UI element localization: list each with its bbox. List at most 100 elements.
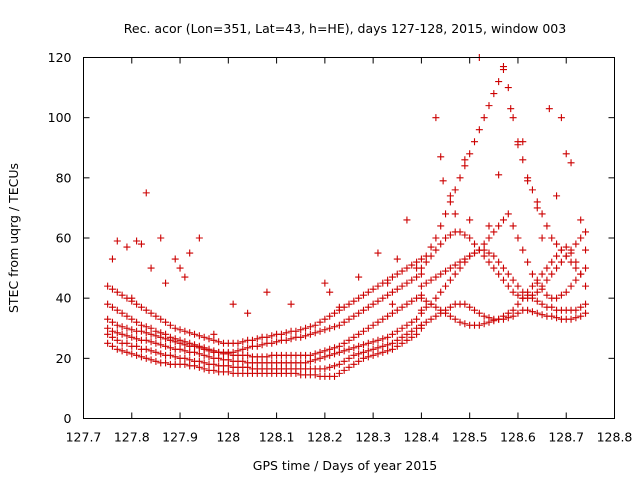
data-point-4-48 xyxy=(335,321,343,329)
x-tick-label: 128 xyxy=(216,430,240,445)
data-point-8-14 xyxy=(485,318,493,326)
data-point-5-9 xyxy=(147,309,155,317)
data-point-4-27 xyxy=(234,347,242,355)
x-tick-label: 127.9 xyxy=(162,430,198,445)
data-point-4-42 xyxy=(306,330,314,338)
data-point-12-51 xyxy=(567,159,575,167)
data-point-12-36 xyxy=(466,216,474,224)
data-point-0-8 xyxy=(142,354,150,362)
data-point-5-44 xyxy=(316,318,324,326)
data-point-11-4 xyxy=(442,210,450,218)
data-point-1-45 xyxy=(321,365,329,373)
data-point-3-47 xyxy=(331,344,339,352)
data-point-7-27 xyxy=(548,303,556,311)
data-point-5-7 xyxy=(137,303,145,311)
data-point-12-48 xyxy=(553,192,561,200)
data-point-10-19 xyxy=(509,288,517,296)
data-point-10-3 xyxy=(432,246,440,254)
data-point-11-25 xyxy=(543,222,551,230)
data-point-3-59 xyxy=(388,309,396,317)
data-point-4-44 xyxy=(316,327,324,335)
data-point-0-3 xyxy=(118,347,126,355)
data-point-2-11 xyxy=(157,341,165,349)
data-point-8-0 xyxy=(417,294,425,302)
data-point-12-15 xyxy=(210,330,218,338)
data-point-4-52 xyxy=(355,309,363,317)
data-point-2-57 xyxy=(379,335,387,343)
data-point-10-26 xyxy=(543,276,551,284)
data-point-2-5 xyxy=(128,333,136,341)
data-point-5-21 xyxy=(205,335,213,343)
data-point-1-62 xyxy=(403,330,411,338)
data-point-12-10 xyxy=(171,255,179,263)
data-point-1-22 xyxy=(210,360,218,368)
data-point-5-31 xyxy=(253,335,261,343)
data-point-5-59 xyxy=(388,273,396,281)
data-point-4-10 xyxy=(152,327,160,335)
data-point-1-51 xyxy=(350,351,358,359)
data-point-2-58 xyxy=(384,333,392,341)
data-point-10-20 xyxy=(514,291,522,299)
data-point-1-46 xyxy=(326,363,334,371)
data-point-10-25 xyxy=(538,282,546,290)
data-point-8-15 xyxy=(490,317,498,325)
data-point-5-12 xyxy=(162,318,170,326)
data-point-2-64 xyxy=(413,315,421,323)
data-point-9-22 xyxy=(524,258,532,266)
data-point-6-11 xyxy=(471,306,479,314)
data-point-1-4 xyxy=(123,339,131,347)
data-point-5-53 xyxy=(359,291,367,299)
data-point-9-19 xyxy=(509,222,517,230)
data-point-4-2 xyxy=(113,306,121,314)
data-point-1-60 xyxy=(393,336,401,344)
data-point-5-64 xyxy=(413,258,421,266)
data-point-11-2 xyxy=(432,234,440,242)
data-point-5-55 xyxy=(369,285,377,293)
data-point-5-8 xyxy=(142,306,150,314)
data-point-8-22 xyxy=(524,288,532,296)
data-point-2-21 xyxy=(205,353,213,361)
y-tick-label: 20 xyxy=(56,351,72,366)
data-point-12-31 xyxy=(437,153,445,161)
data-point-12-41 xyxy=(507,105,515,113)
data-point-9-3 xyxy=(432,273,440,281)
y-tick-label: 100 xyxy=(48,110,72,125)
data-point-0-22 xyxy=(210,366,218,374)
data-point-4-0 xyxy=(104,300,112,308)
data-point-3-2 xyxy=(113,321,121,329)
data-point-4-26 xyxy=(229,348,237,356)
data-point-4-16 xyxy=(181,338,189,346)
data-point-3-1 xyxy=(108,318,116,326)
data-point-5-16 xyxy=(181,327,189,335)
data-point-9-32 xyxy=(572,276,580,284)
data-point-0-57 xyxy=(379,348,387,356)
data-point-0-12 xyxy=(162,359,170,367)
data-point-2-25 xyxy=(224,356,232,364)
data-point-6-33 xyxy=(577,312,585,320)
data-point-6-12 xyxy=(475,309,483,317)
data-point-12-13 xyxy=(186,249,194,257)
y-tick-label: 40 xyxy=(56,291,72,306)
data-point-5-15 xyxy=(176,326,184,334)
data-point-8-3 xyxy=(432,303,440,311)
data-point-3-43 xyxy=(311,350,319,358)
data-point-3-33 xyxy=(263,353,271,361)
data-point-4-1 xyxy=(108,303,116,311)
data-point-2-4 xyxy=(123,332,131,340)
data-point-2-62 xyxy=(403,321,411,329)
data-point-6-27 xyxy=(548,312,556,320)
data-point-5-63 xyxy=(408,261,416,269)
data-point-3-0 xyxy=(104,315,112,323)
data-point-4-51 xyxy=(350,312,358,320)
data-point-11-3 xyxy=(437,222,445,230)
data-point-0-51 xyxy=(350,360,358,368)
x-axis-label: GPS time / Days of year 2015 xyxy=(253,458,437,473)
data-point-1-64 xyxy=(413,324,421,332)
data-point-11-17 xyxy=(504,84,512,92)
data-point-4-50 xyxy=(345,315,353,323)
data-point-1-56 xyxy=(374,344,382,352)
data-point-2-2 xyxy=(113,329,121,337)
data-point-11-30 xyxy=(567,258,575,266)
data-point-0-16 xyxy=(181,360,189,368)
data-point-3-8 xyxy=(142,329,150,337)
